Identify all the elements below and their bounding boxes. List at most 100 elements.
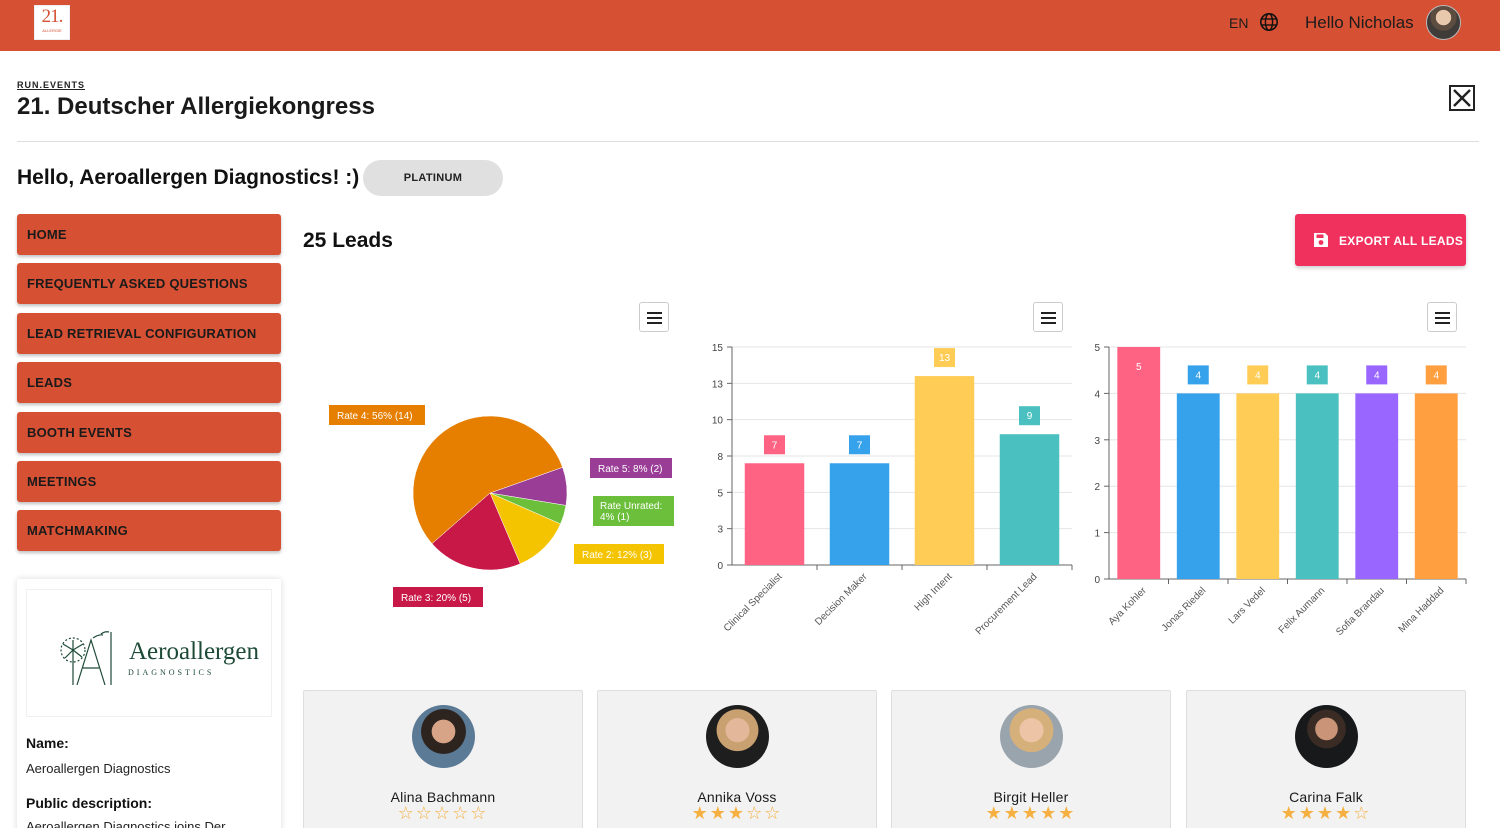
y-tick-label: 10 [712, 416, 724, 427]
lead-avatar [1295, 705, 1358, 768]
pie-label-box [574, 544, 664, 564]
pie-slice [412, 415, 563, 544]
description-label: Public description: [26, 795, 153, 811]
company-logo: Aeroallergen DIAGNOSTICS [26, 589, 272, 717]
bar-value-label: 13 [939, 353, 951, 364]
pie-label: Rate 5: 8% (2) [598, 464, 662, 475]
pie-label: 4% (1) [600, 512, 629, 523]
exhibitor-greeting: Hello, Aeroallergen Diagnostics! :) [17, 166, 360, 189]
lead-rating-stars[interactable]: ★★★★☆ [1280, 803, 1372, 823]
x-tick-label: Felix Aumann [1277, 585, 1328, 636]
pie-chart-menu-button[interactable] [639, 302, 669, 332]
bar [914, 376, 975, 565]
pie-label: Rate Unrated: [600, 501, 662, 512]
leads-count: 25 Leads [303, 229, 393, 252]
user-greeting[interactable]: Hello Nicholas [1305, 13, 1414, 32]
bar-value-box [1019, 406, 1040, 426]
lead-avatar [1000, 705, 1063, 768]
event-logo[interactable]: 21. ALLERGIE [34, 5, 70, 40]
bar [829, 463, 890, 565]
description-value: Aeroallergen Diagnostics joins Der [26, 819, 226, 828]
lead-name: Alina Bachmann [390, 789, 496, 805]
bar-value-label: 4 [1374, 370, 1380, 381]
user-avatar[interactable] [1426, 5, 1461, 40]
role-chart-menu-button[interactable] [1033, 302, 1063, 332]
lead-rating-stars[interactable]: ★★★★★ [985, 803, 1077, 823]
brand-link[interactable]: RUN.EVENTS [17, 80, 86, 90]
bar [1236, 393, 1280, 579]
lead-rating-pie-chart: Rate 4: 56% (14) Rate 5: 8% (2) Rate Unrat… [329, 405, 674, 607]
lead-card[interactable]: Annika Voss ★★★☆☆ [597, 690, 877, 828]
nav-item-faq[interactable]: FREQUENTLY ASKED QUESTIONS [17, 263, 281, 305]
logo-small-text: ALLERGIE [42, 28, 62, 33]
top-bar: 21. ALLERGIE EN Hello Nicholas [0, 0, 1500, 51]
company-card: Aeroallergen DIAGNOSTICS Name: Aeroaller… [17, 579, 281, 828]
pie-label-box [393, 587, 483, 607]
bar-value-label: 9 [1027, 411, 1033, 422]
lead-card[interactable]: Alina Bachmann ☆☆☆☆☆ [303, 690, 583, 828]
lead-rating-stars[interactable]: ☆☆☆☆☆ [397, 803, 489, 823]
y-tick-label: 5 [1094, 343, 1100, 354]
save-icon [1314, 233, 1328, 247]
nav-item-meetings[interactable]: MEETINGS [17, 460, 281, 502]
x-tick-label: Procurement Lead [974, 571, 1040, 637]
pie-label-box [329, 405, 425, 425]
name-value: Aeroallergen Diagnostics [26, 761, 171, 776]
bar-value-box [1425, 365, 1447, 385]
language-label[interactable]: EN [1229, 15, 1249, 31]
close-button[interactable] [1449, 85, 1475, 111]
bar [1414, 393, 1458, 579]
bar-value-label: 4 [1195, 370, 1201, 381]
bar-value-box [1366, 365, 1388, 385]
export-all-leads-button[interactable]: EXPORT ALL LEADS [1295, 214, 1466, 266]
lead-name: Annika Voss [697, 789, 777, 805]
close-icon [1453, 89, 1471, 107]
bar-value-box [1128, 357, 1150, 376]
tier-badge: PLATINUM [363, 160, 503, 196]
nav-item-lead-retrieval-configuration[interactable]: LEAD RETRIEVAL CONFIGURATION [17, 312, 281, 354]
bar [1176, 393, 1220, 579]
pie-label: Rate 4: 56% (14) [337, 411, 413, 422]
lead-rating-stars[interactable]: ★★★☆☆ [691, 803, 783, 823]
y-tick-label: 3 [1094, 436, 1100, 447]
pie-label: Rate 2: 12% (3) [582, 550, 652, 561]
lead-card[interactable]: Carina Falk ★★★★☆ [1186, 690, 1466, 828]
bar [744, 463, 805, 565]
lead-owner-bar-chart: 0 1 2 3 4 5 5 Aya Kohler 4 Jonas Riedel 4 Lars Vede… [1094, 343, 1467, 638]
pie-slice [431, 492, 521, 571]
lead-card[interactable]: Birgit Heller ★★★★★ [891, 690, 1171, 828]
nav-item-leads[interactable]: LEADS [17, 362, 281, 404]
bar-value-box [1187, 365, 1209, 385]
y-tick-label: 5 [717, 488, 723, 499]
bar-value-label: 4 [1255, 370, 1261, 381]
page-title: 21. Deutscher Allergiekongress [17, 93, 375, 120]
bar-value-box [1247, 365, 1269, 385]
y-tick-label: 1 [1094, 529, 1100, 540]
lead-avatar [412, 705, 475, 768]
nav-item-matchmaking[interactable]: MATCHMAKING [17, 510, 281, 552]
y-tick-label: 0 [717, 561, 723, 572]
nav-item-home[interactable]: HOME [17, 214, 281, 255]
globe-icon[interactable] [1259, 12, 1279, 32]
x-tick-label: Clinical Specialist [722, 571, 785, 634]
pie-label-box [590, 458, 672, 478]
bar-value-label: 7 [772, 440, 778, 451]
sidebar-nav: HOME FREQUENTLY ASKED QUESTIONS LEAD RET… [17, 214, 281, 560]
bar-value-box [1306, 365, 1328, 385]
bar [1355, 393, 1399, 579]
bar-value-box [764, 435, 785, 455]
bar-value-box [934, 348, 955, 368]
x-tick-label: Decision Maker [813, 571, 870, 628]
bar-value-box [849, 435, 870, 455]
x-tick-label: Aya Kohler [1107, 585, 1150, 628]
bar-value-label: 7 [857, 440, 863, 451]
lead-name: Carina Falk [1289, 789, 1363, 805]
y-tick-label: 3 [717, 525, 723, 536]
name-label: Name: [26, 735, 69, 751]
lead-role-bar-chart: 0 3 5 8 10 13 15 7 Clinical Specialist 7 Decision … [712, 343, 1073, 637]
x-tick-label: Lars Vedel [1227, 585, 1268, 626]
person-chart-menu-button[interactable] [1427, 302, 1457, 332]
nav-item-booth-events[interactable]: BOOTH EVENTS [17, 411, 281, 453]
bar-value-label: 4 [1314, 370, 1320, 381]
y-tick-label: 4 [1094, 389, 1100, 400]
